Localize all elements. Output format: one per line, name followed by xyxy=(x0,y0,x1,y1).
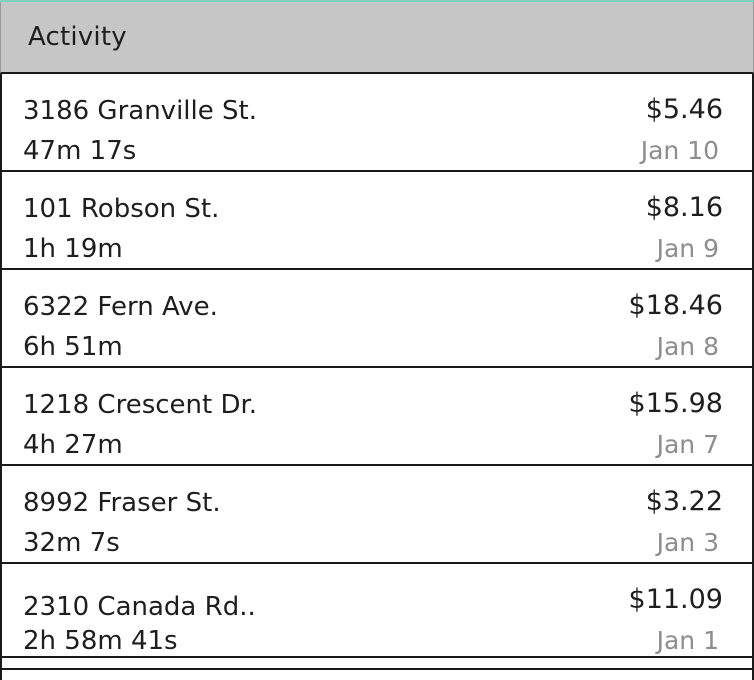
activity-price: $5.46 xyxy=(645,94,723,125)
activity-address: 8992 Fraser St. xyxy=(23,488,221,518)
page-title: Activity xyxy=(28,22,127,52)
activity-date: Jan 9 xyxy=(656,234,719,263)
activity-price: $8.16 xyxy=(645,192,723,223)
activity-row[interactable]: 8992 Fraser St. 32m 7s $3.22 Jan 3 xyxy=(2,466,752,564)
list-next-row-edge xyxy=(2,658,752,670)
activity-duration: 4h 27m xyxy=(23,430,123,460)
activity-date: Jan 1 xyxy=(656,626,719,655)
activity-duration: 1h 19m xyxy=(23,234,123,264)
activity-date: Jan 7 xyxy=(656,430,719,459)
activity-address: 3186 Granville St. xyxy=(23,96,257,126)
activity-row[interactable]: 6322 Fern Ave. 6h 51m $18.46 Jan 8 xyxy=(2,270,752,368)
activity-row[interactable]: 101 Robson St. 1h 19m $8.16 Jan 9 xyxy=(2,172,752,270)
activity-date: Jan 3 xyxy=(656,528,719,557)
activity-price: $3.22 xyxy=(645,486,723,517)
activity-duration: 2h 58m 41s xyxy=(23,626,178,656)
activity-row[interactable]: 1218 Crescent Dr. 4h 27m $15.98 Jan 7 xyxy=(2,368,752,466)
activity-date: Jan 10 xyxy=(640,136,719,165)
activity-address: 101 Robson St. xyxy=(23,194,220,224)
activity-price: $18.46 xyxy=(628,290,723,321)
activity-row[interactable]: 3186 Granville St. 47m 17s $5.46 Jan 10 xyxy=(2,74,752,172)
header-bar: Activity xyxy=(0,2,754,74)
activity-list[interactable]: 3186 Granville St. 47m 17s $5.46 Jan 10 … xyxy=(0,74,754,680)
activity-duration: 6h 51m xyxy=(23,332,123,362)
activity-address: 1218 Crescent Dr. xyxy=(23,390,258,420)
activity-date: Jan 8 xyxy=(656,332,719,361)
activity-address: 2310 Canada Rd.. xyxy=(23,592,256,622)
activity-duration: 47m 17s xyxy=(23,136,137,166)
activity-address: 6322 Fern Ave. xyxy=(23,292,218,322)
activity-duration: 32m 7s xyxy=(23,528,120,558)
activity-price: $11.09 xyxy=(628,584,723,615)
activity-row[interactable]: 2310 Canada Rd.. 2h 58m 41s $11.09 Jan 1 xyxy=(2,564,752,658)
activity-price: $15.98 xyxy=(628,388,723,419)
